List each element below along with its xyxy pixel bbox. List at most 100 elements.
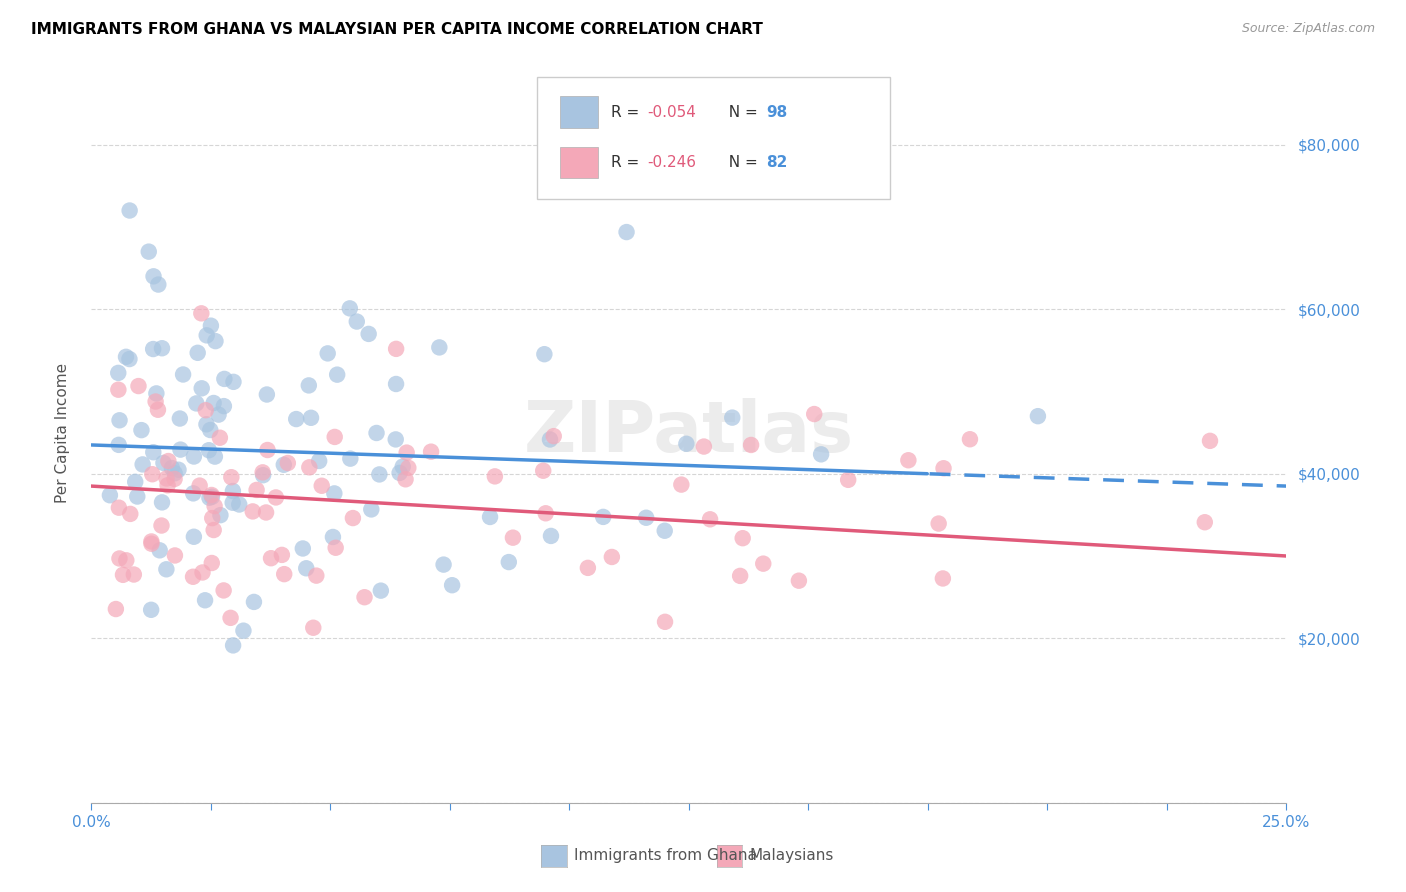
Point (254, 506, 277, 520)
Point (127, 379, 149, 393)
Point (803, 407, 825, 421)
Point (208, 431, 231, 445)
Point (699, 512, 721, 526)
Text: Malaysians: Malaysians (749, 848, 834, 863)
Point (163, 549, 186, 563)
Point (932, 461, 955, 475)
Point (498, 555, 520, 569)
Point (108, 500, 131, 515)
Point (322, 530, 344, 544)
Point (200, 318, 222, 333)
Point (252, 466, 274, 480)
Point (326, 368, 349, 382)
Point (228, 498, 250, 512)
Point (201, 556, 224, 570)
Point (787, 574, 810, 588)
Point (150, 495, 173, 509)
Point (731, 531, 754, 545)
Point (256, 387, 278, 401)
Point (311, 479, 333, 493)
Point (654, 524, 676, 538)
Point (342, 511, 364, 525)
Point (194, 593, 217, 607)
Point (531, 464, 554, 478)
Point (194, 403, 217, 417)
Y-axis label: Per Capita Income: Per Capita Income (55, 362, 70, 503)
Point (484, 469, 506, 483)
Point (141, 534, 163, 549)
Point (187, 346, 209, 360)
Point (131, 458, 153, 472)
Point (1199, 434, 1222, 448)
Point (111, 567, 134, 582)
Point (190, 381, 212, 395)
Point (441, 578, 464, 592)
Text: N =: N = (718, 155, 762, 169)
Point (897, 453, 920, 467)
Text: 82: 82 (766, 155, 787, 169)
Point (201, 490, 224, 504)
Point (163, 472, 186, 486)
Point (148, 277, 170, 292)
Point (256, 442, 278, 457)
Point (277, 456, 299, 470)
Point (366, 425, 388, 440)
Point (264, 491, 287, 505)
Point (308, 454, 330, 468)
Point (167, 463, 190, 477)
Point (325, 541, 347, 555)
Point (142, 269, 165, 284)
Point (384, 433, 406, 447)
Point (316, 346, 339, 360)
Point (155, 562, 177, 576)
Point (152, 456, 174, 470)
Point (752, 557, 775, 571)
Point (127, 490, 149, 504)
Point (141, 537, 163, 551)
Point (323, 486, 346, 500)
Point (360, 502, 382, 516)
Point (120, 507, 142, 521)
Text: R =: R = (612, 104, 644, 120)
Point (142, 445, 165, 459)
Text: -0.246: -0.246 (647, 155, 696, 169)
Point (538, 433, 561, 447)
Point (221, 496, 243, 510)
Point (169, 411, 191, 425)
Point (721, 410, 744, 425)
Point (302, 621, 325, 635)
Point (157, 454, 180, 468)
Text: 98: 98 (766, 104, 787, 120)
Point (207, 408, 229, 422)
FancyBboxPatch shape (537, 78, 890, 200)
Point (232, 624, 254, 638)
Point (693, 440, 716, 454)
Point (212, 399, 235, 413)
Point (928, 516, 950, 531)
Text: Immigrants from Ghana: Immigrants from Ghana (574, 848, 756, 863)
Point (339, 451, 361, 466)
Point (155, 471, 177, 485)
Text: R =: R = (612, 155, 644, 169)
Point (149, 543, 172, 558)
Point (195, 417, 218, 432)
Point (190, 306, 212, 320)
Point (740, 438, 762, 452)
Point (432, 558, 454, 572)
Point (204, 499, 226, 513)
Text: IMMIGRANTS FROM GHANA VS MALAYSIAN PER CAPITA INCOME CORRELATION CHART: IMMIGRANTS FROM GHANA VS MALAYSIAN PER C… (31, 22, 763, 37)
Point (479, 510, 502, 524)
Point (396, 460, 419, 475)
Point (299, 410, 322, 425)
Point (150, 341, 173, 355)
Point (357, 326, 380, 341)
Point (395, 445, 418, 459)
Point (339, 301, 361, 316)
Point (108, 413, 131, 427)
Point (420, 444, 443, 458)
Point (959, 432, 981, 446)
Point (204, 450, 226, 464)
Point (124, 475, 146, 489)
Point (172, 368, 194, 382)
Point (260, 551, 283, 566)
